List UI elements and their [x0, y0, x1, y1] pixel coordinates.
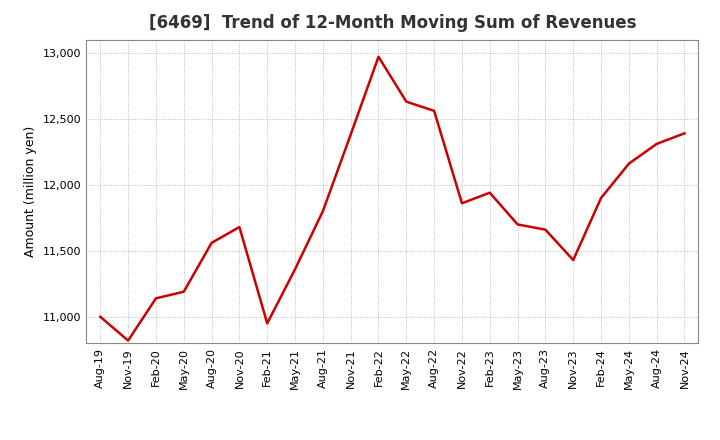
- Y-axis label: Amount (million yen): Amount (million yen): [24, 126, 37, 257]
- Title: [6469]  Trend of 12-Month Moving Sum of Revenues: [6469] Trend of 12-Month Moving Sum of R…: [148, 15, 636, 33]
